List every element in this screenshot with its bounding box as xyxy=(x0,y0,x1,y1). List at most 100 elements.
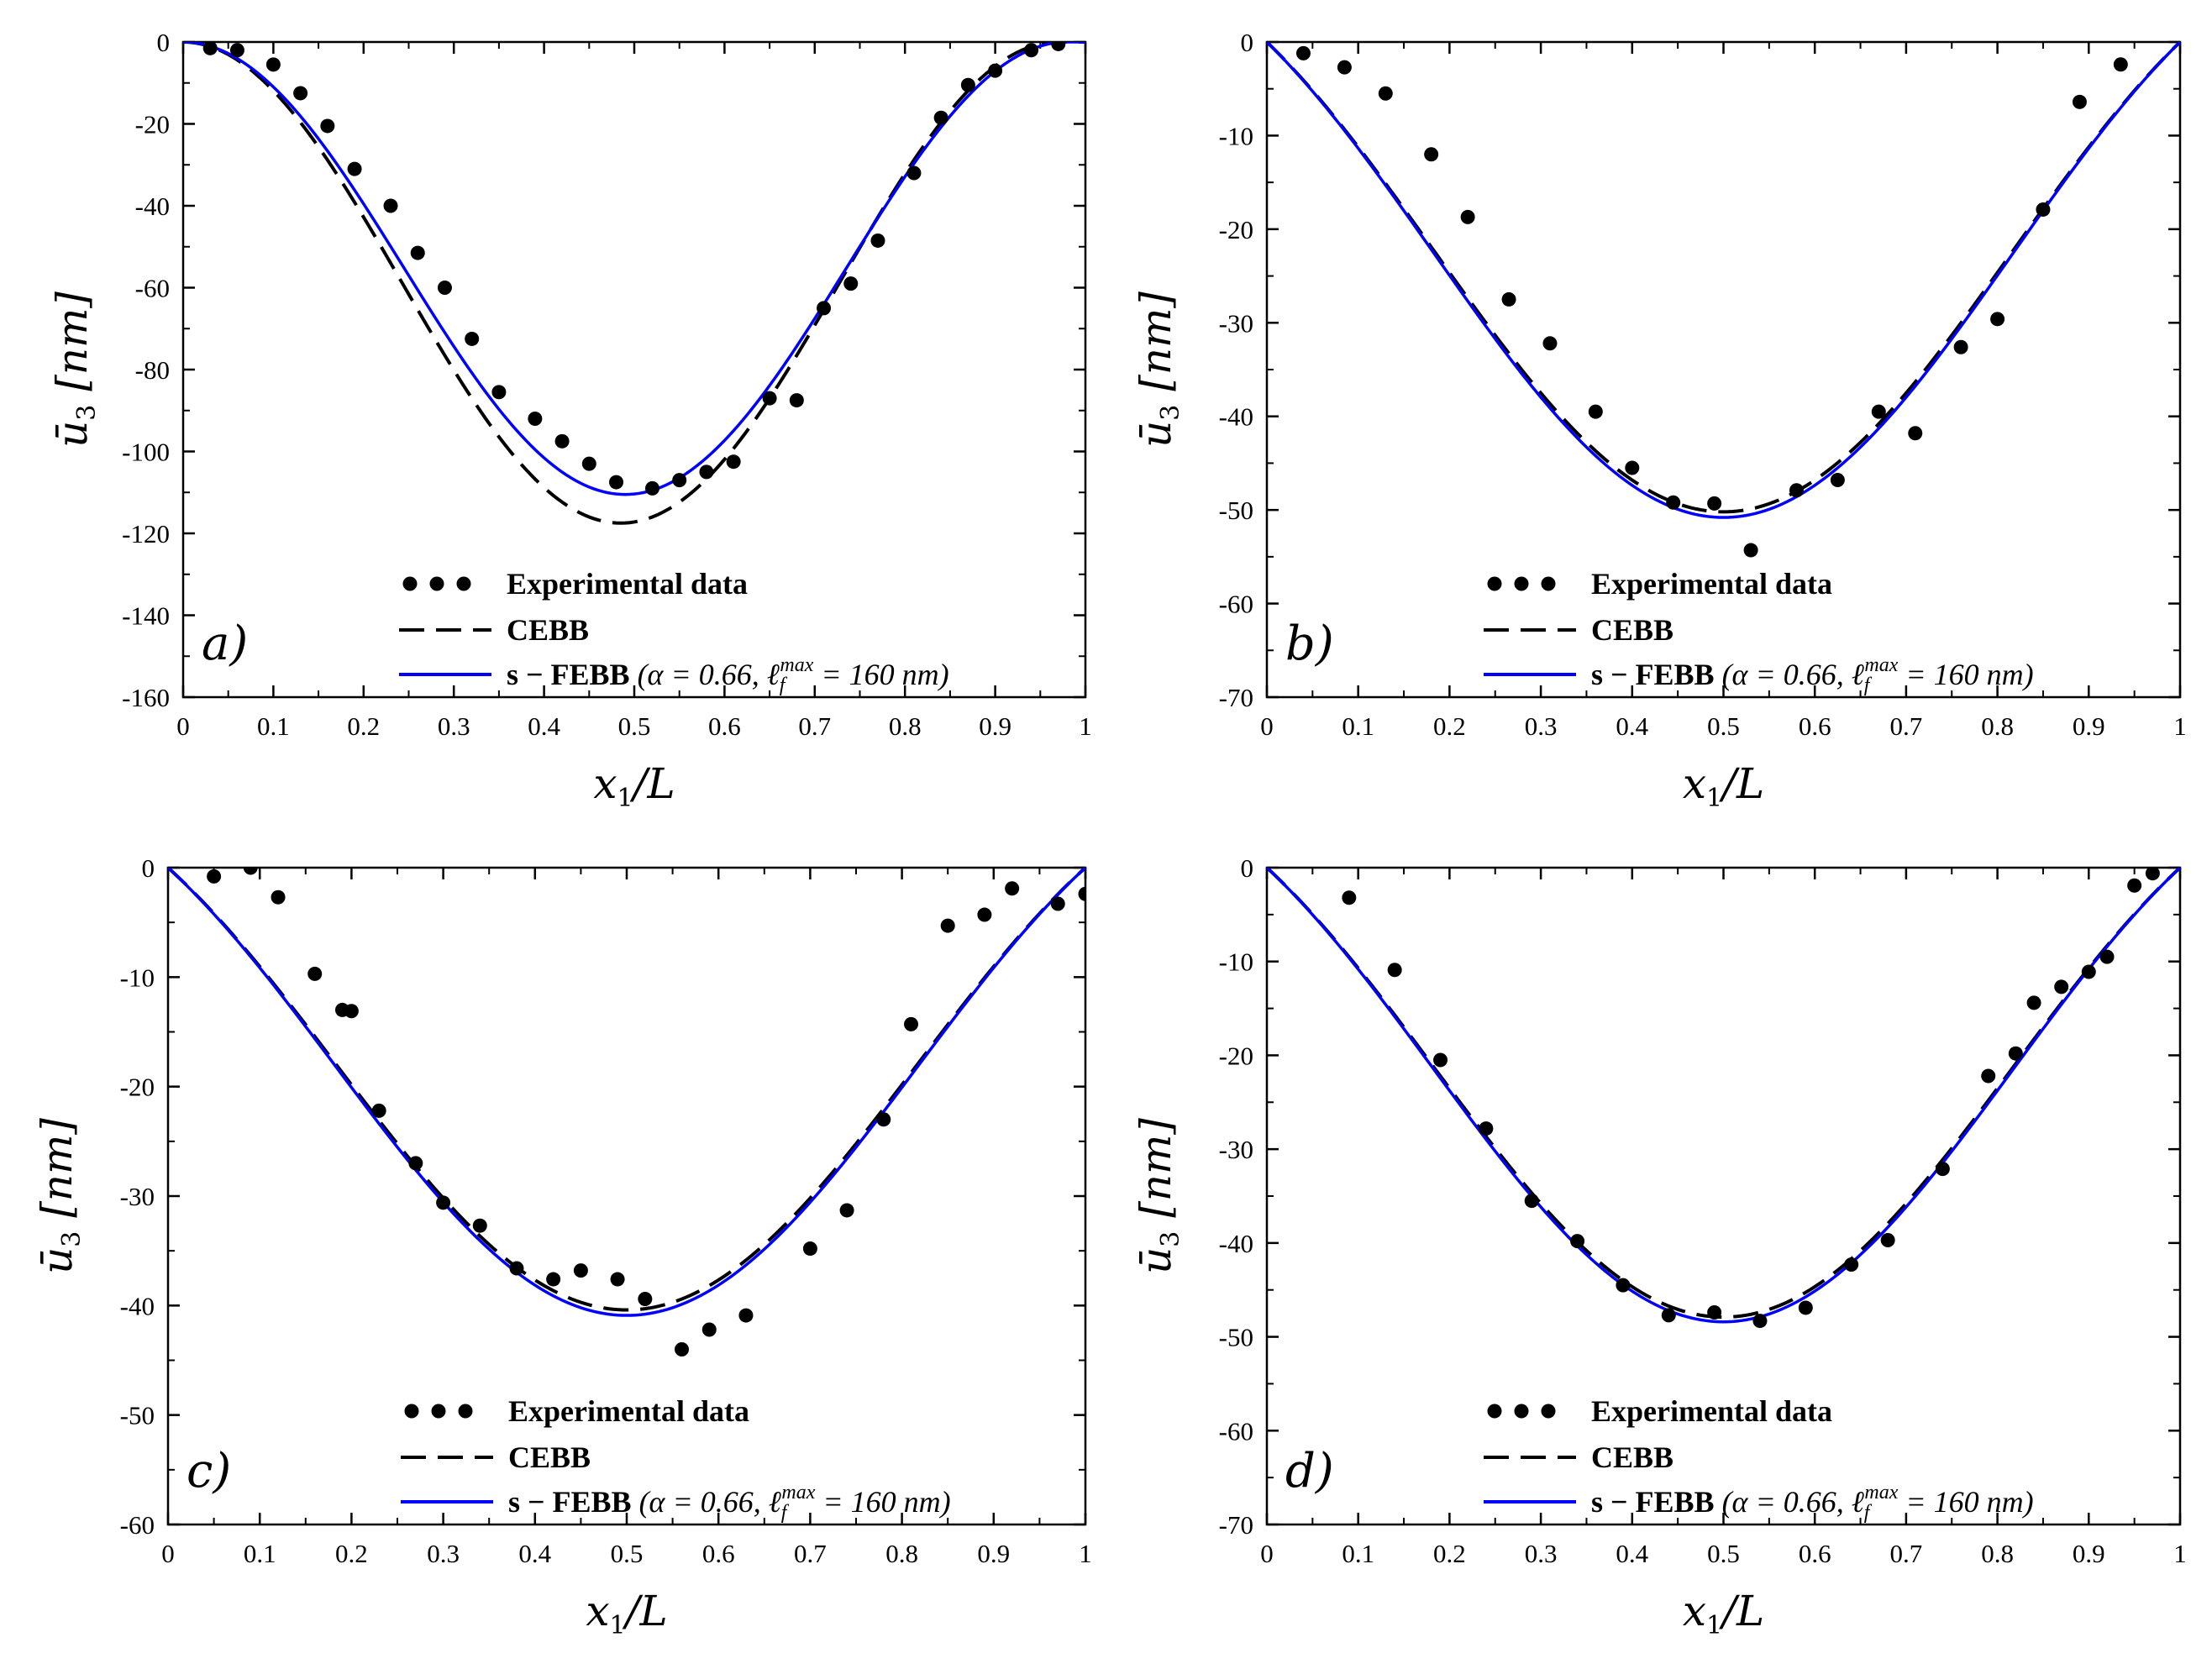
y-tick-label: -50 xyxy=(120,1401,155,1430)
x-tick-label: 0.4 xyxy=(1616,1539,1648,1568)
data-point xyxy=(1524,1194,1539,1209)
data-point xyxy=(1990,312,2005,327)
x-tick-label: 1 xyxy=(2173,1539,2187,1568)
x-tick-label: 0.8 xyxy=(889,711,922,741)
y-tick-label: -140 xyxy=(122,601,170,631)
data-point xyxy=(1798,1300,1813,1315)
legend-dot xyxy=(402,576,418,591)
legend-dot xyxy=(1541,1404,1556,1419)
x-tick-label: 1 xyxy=(1079,711,1092,741)
x-tick-label: 0.7 xyxy=(1890,1539,1923,1568)
data-point xyxy=(1661,1308,1676,1323)
y-tick-label: -20 xyxy=(135,110,170,139)
data-point xyxy=(1501,291,1516,307)
legend: Experimental data CEBB s − FEBB (α = 0.66,… xyxy=(401,1394,951,1524)
series-sfebb-line xyxy=(168,868,1085,1317)
legend-sfebb: s − FEBB (α = 0.66, ℓfmax = 160 nm) xyxy=(1591,654,2034,696)
data-point xyxy=(762,391,777,406)
data-point xyxy=(672,473,687,488)
panel-b: 0 0.1 0.2 0.3 0.4 0.5 0.6 0.7 0.8 0.9 1 0 -10 -20 -30 -… xyxy=(1132,28,2187,813)
y-tick-label: -10 xyxy=(120,963,155,992)
data-point xyxy=(383,198,398,213)
data-point xyxy=(344,1004,359,1019)
data-point xyxy=(1024,43,1039,58)
data-point xyxy=(843,276,859,291)
data-point xyxy=(738,1308,754,1323)
legend-sfebb: s − FEBB (α = 0.66, ℓfmax = 160 nm) xyxy=(508,1482,951,1524)
x-tick-label: 0.7 xyxy=(798,711,831,741)
y-axis-title: ū3 [nm] xyxy=(48,291,102,448)
data-point xyxy=(817,301,832,316)
data-point xyxy=(1424,147,1439,162)
y-tick-label: -100 xyxy=(122,438,170,467)
x-tick-label: 0.5 xyxy=(1707,1539,1740,1568)
data-point xyxy=(870,233,885,248)
data-point xyxy=(491,385,507,400)
data-point xyxy=(802,1241,817,1257)
y-tick-label: -60 xyxy=(1219,1416,1253,1446)
panel-label: d) xyxy=(1285,1444,1334,1498)
x-tick-label: 0.6 xyxy=(702,1539,735,1568)
y-axis-title: ū3 [nm] xyxy=(33,1118,87,1274)
x-tick-label: 0 xyxy=(1260,711,1274,741)
series-sfebb-line xyxy=(1267,868,2180,1324)
y-tick-label: -20 xyxy=(1219,1041,1253,1070)
legend-experimental: Experimental data xyxy=(1591,1394,1832,1428)
data-point xyxy=(347,161,362,176)
panel-label: b) xyxy=(1285,617,1334,671)
y-tick-label: -70 xyxy=(1219,1510,1253,1540)
data-point xyxy=(307,966,323,981)
data-point xyxy=(2127,878,2142,893)
data-point xyxy=(271,889,286,905)
data-point xyxy=(940,918,955,933)
data-point xyxy=(609,475,624,490)
data-point xyxy=(207,868,222,884)
data-point xyxy=(638,1292,653,1307)
data-point xyxy=(876,1112,891,1127)
x-tick-label: 0.4 xyxy=(528,711,560,741)
data-point xyxy=(1666,495,1681,510)
data-point xyxy=(1542,336,1558,351)
data-point xyxy=(1830,472,1845,487)
plot-area xyxy=(1267,868,2180,1329)
legend-experimental: Experimental data xyxy=(1591,567,1832,601)
data-point xyxy=(1078,886,1085,901)
data-point xyxy=(581,456,596,471)
legend-dot xyxy=(429,576,444,591)
data-point xyxy=(2054,979,2069,994)
x-tick-label: 0.7 xyxy=(794,1539,827,1568)
data-point xyxy=(2081,964,2096,979)
data-point xyxy=(1479,1121,1494,1136)
series-cebb-line xyxy=(1267,868,2180,1320)
legend-dot xyxy=(1487,1404,1502,1419)
x-tick-label: 0.9 xyxy=(2073,711,2105,741)
data-point xyxy=(839,1203,854,1218)
y-axis-title: ū3 [nm] xyxy=(1132,291,1185,448)
legend-dot xyxy=(456,576,471,591)
series-cebb-line xyxy=(168,868,1085,1312)
data-point xyxy=(1625,460,1640,475)
y-tick-label: 0 xyxy=(1241,853,1254,883)
x-tick-label: 0.1 xyxy=(1342,1539,1374,1568)
y-tick-label: -40 xyxy=(135,192,170,221)
legend-experimental: Experimental data xyxy=(508,1394,749,1428)
x-tick-label: 0.8 xyxy=(1981,711,2014,741)
x-axis-title: x1/L xyxy=(1683,759,1764,813)
y-tick-label: -80 xyxy=(135,355,170,385)
data-point xyxy=(1789,483,1804,498)
y-tick-label: -40 xyxy=(1219,402,1253,432)
plot-area xyxy=(168,868,1085,1357)
x-tick-label: 0.7 xyxy=(1890,711,1923,741)
data-point xyxy=(1570,1234,1585,1249)
data-point xyxy=(2113,57,2128,72)
data-point xyxy=(644,480,659,496)
panel-d: 0 0.1 0.2 0.3 0.4 0.5 0.6 0.7 0.8 0.9 1 0 -10 -20 -30 -… xyxy=(1132,853,2187,1640)
y-tick-label: -10 xyxy=(1219,947,1253,977)
data-point xyxy=(1908,426,1923,441)
data-point xyxy=(1707,496,1722,511)
x-tick-label: 0 xyxy=(161,1539,175,1568)
legend-dot xyxy=(1487,576,1502,591)
data-point xyxy=(408,1156,423,1171)
x-tick-label: 0.8 xyxy=(1981,1539,2014,1568)
x-tick-label: 0 xyxy=(1260,1539,1274,1568)
